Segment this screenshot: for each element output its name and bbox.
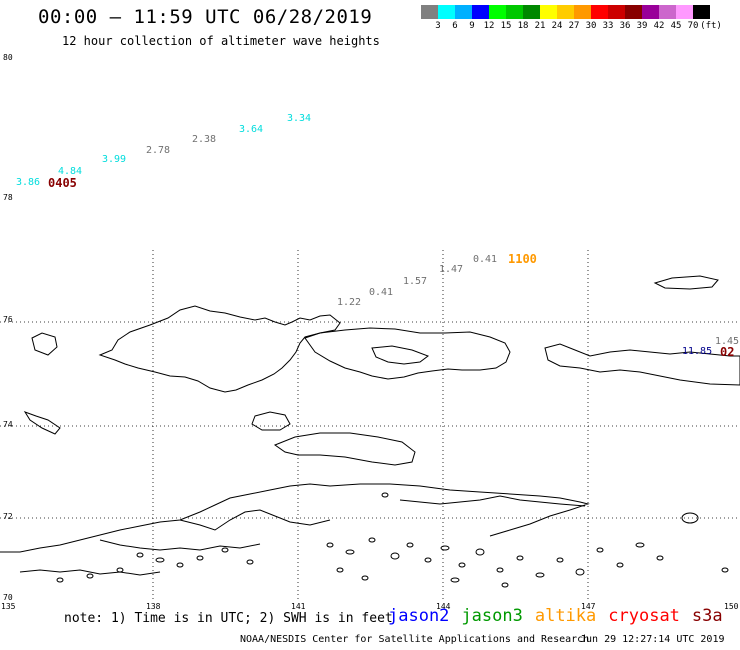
lat-label: 70 <box>3 593 13 602</box>
satellite-jason2: jason2 <box>388 606 450 626</box>
lat-label: 76 <box>3 315 13 324</box>
wave-height-label: 1.57 <box>403 276 428 287</box>
legend-label: 3 <box>435 21 441 31</box>
satellite-altika: altika <box>534 606 597 626</box>
footnote: note: 1) Time is in UTC; 2) SWH is in fe… <box>64 611 393 626</box>
legend-swatch <box>693 5 710 19</box>
legend-swatch <box>608 5 625 19</box>
legend-label: 24 <box>551 21 563 31</box>
legend-label: 36 <box>619 21 631 31</box>
axis-labels: 80 78 76 74 72 70 135 138 141 144 147 15… <box>1 53 739 611</box>
legend-label: 27 <box>568 21 580 31</box>
lon-label: 135 <box>1 602 16 611</box>
legend-label: 12 <box>483 21 495 31</box>
lat-label: 78 <box>3 193 13 202</box>
lakes <box>56 492 729 588</box>
coastline <box>0 275 740 588</box>
legend-swatch <box>523 5 540 19</box>
wave-height-label: 2.38 <box>192 134 217 145</box>
pass-time-label: 1100 <box>508 252 537 266</box>
satellite-cryosat: cryosat <box>608 606 680 626</box>
legend-swatch <box>472 5 489 19</box>
lon-label: 144 <box>436 602 451 611</box>
wave-height-label: 3.64 <box>239 124 264 135</box>
lon-label: 141 <box>291 602 306 611</box>
wave-height-label: 4.84 <box>58 166 83 177</box>
legend-swatch <box>506 5 523 19</box>
wave-height-label: 0.41 <box>369 287 394 298</box>
legend-labels: 3 6 9 12 15 18 21 24 27 30 33 36 39 42 4… <box>421 21 740 35</box>
legend-label: (ft) <box>700 21 722 31</box>
legend-label: 21 <box>534 21 546 31</box>
wave-height-label: 11.85 <box>682 346 713 357</box>
pass-time-label: 02 <box>720 345 735 359</box>
graticule <box>0 250 740 600</box>
wave-height-label: 3.34 <box>287 113 312 124</box>
legend-label: 15 <box>500 21 512 31</box>
wave-height-label: 3.99 <box>102 154 127 165</box>
map-title: 00:00 – 11:59 UTC 06/28/2019 <box>38 6 373 28</box>
lat-label: 72 <box>3 512 13 521</box>
generation-timestamp: Jun 29 12:27:14 UTC 2019 <box>580 634 725 645</box>
wave-height-label: 3.86 <box>16 177 41 188</box>
lon-label: 138 <box>146 602 161 611</box>
legend-swatch <box>540 5 557 19</box>
legend-swatch <box>421 5 438 19</box>
legend-swatch <box>574 5 591 19</box>
legend-swatch <box>625 5 642 19</box>
lon-label: 147 <box>581 602 596 611</box>
legend-label: 6 <box>452 21 458 31</box>
legend-label: 39 <box>636 21 648 31</box>
wave-height-label: 1.47 <box>439 264 464 275</box>
legend-label: 45 <box>670 21 682 31</box>
wave-height-label: 2.78 <box>146 145 171 156</box>
legend-swatch <box>557 5 574 19</box>
legend-swatch <box>455 5 472 19</box>
legend-swatch <box>438 5 455 19</box>
credit-line: NOAA/NESDIS Center for Satellite Applica… <box>240 634 590 645</box>
wave-height-label: 1.45 <box>715 336 740 347</box>
legend-label: 30 <box>585 21 597 31</box>
lat-label: 80 <box>3 53 13 62</box>
satellite-legend: jason2 jason3 altika cryosat s3a <box>388 606 735 626</box>
legend-label: 33 <box>602 21 614 31</box>
satellite-jason3: jason3 <box>461 606 523 626</box>
legend-swatch <box>489 5 506 19</box>
color-legend <box>421 5 710 19</box>
lon-label: 150 <box>724 602 739 611</box>
wave-height-label: 1.22 <box>337 297 362 308</box>
wave-height-label: 0.41 <box>473 254 498 265</box>
map-subtitle: 12 hour collection of altimeter wave hei… <box>62 34 380 48</box>
lat-label: 74 <box>3 420 13 429</box>
legend-label: 18 <box>517 21 529 31</box>
legend-swatch <box>642 5 659 19</box>
legend-swatch <box>591 5 608 19</box>
legend-label: 70 <box>687 21 699 31</box>
legend-label: 42 <box>653 21 665 31</box>
legend-swatch <box>659 5 676 19</box>
pass-time-label: 0405 <box>48 176 77 190</box>
legend-label: 9 <box>469 21 475 31</box>
satellite-s3a: s3a <box>691 606 723 626</box>
legend-swatch <box>676 5 693 19</box>
